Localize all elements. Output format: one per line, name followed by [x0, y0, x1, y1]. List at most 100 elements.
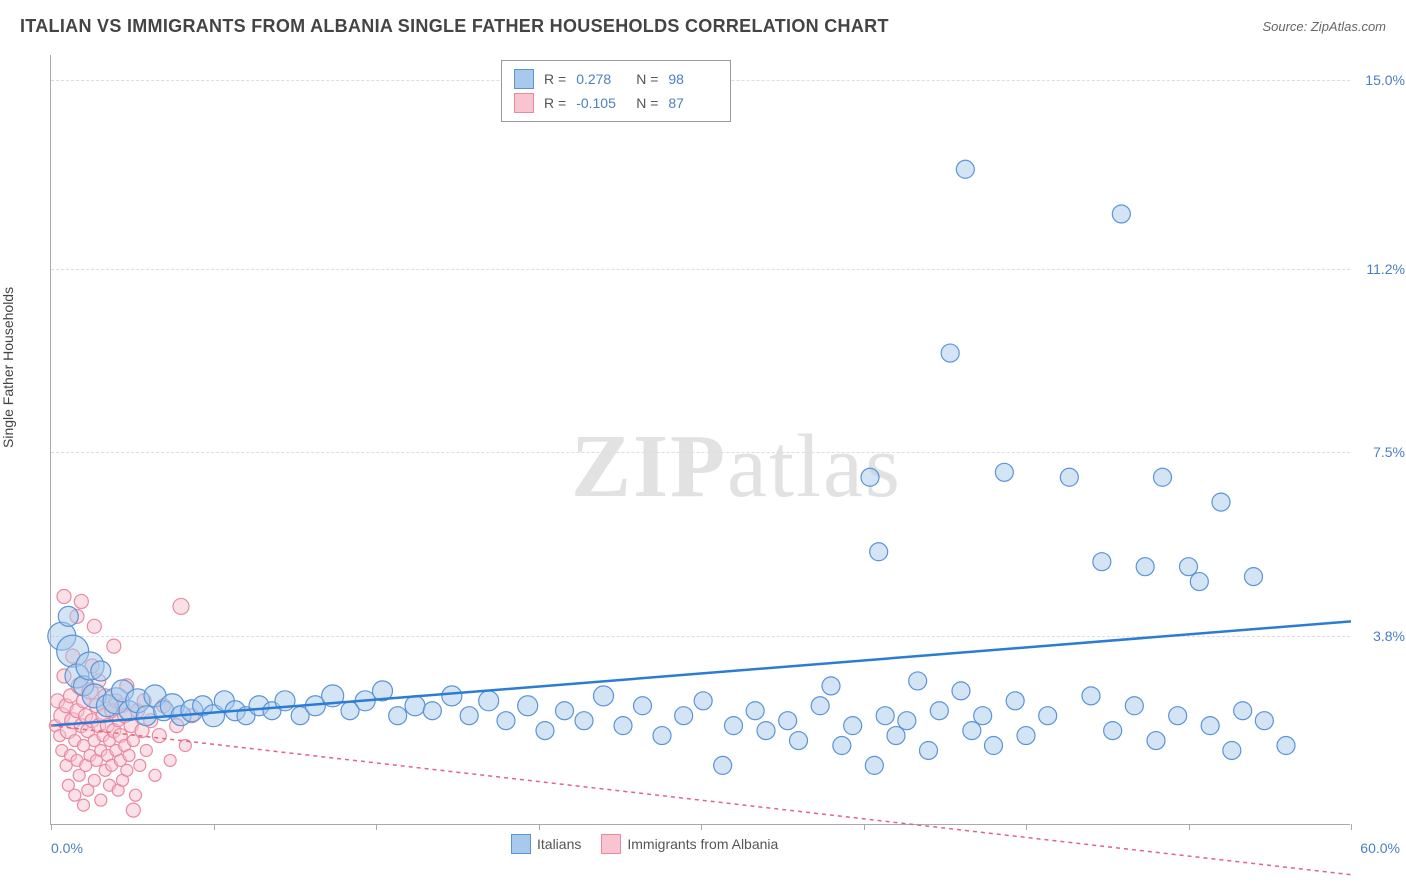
chart-plot-area: ZIPatlas 3.8%7.5%11.2%15.0% 0.0% 60.0% R…: [50, 55, 1350, 825]
scatter-point: [725, 717, 743, 735]
scatter-point: [405, 696, 425, 716]
scatter-point: [164, 754, 176, 766]
scatter-point: [1234, 702, 1252, 720]
scatter-point: [898, 712, 916, 730]
scatter-point: [714, 756, 732, 774]
r-value-2: -0.105: [576, 95, 626, 111]
scatter-point: [790, 732, 808, 750]
scatter-point: [1039, 707, 1057, 725]
scatter-point: [78, 799, 90, 811]
x-tick: [376, 824, 377, 830]
scatter-point: [614, 717, 632, 735]
x-tick: [1189, 824, 1190, 830]
scatter-point: [134, 759, 146, 771]
scatter-point: [88, 774, 100, 786]
scatter-point: [442, 686, 462, 706]
scatter-point: [1255, 712, 1273, 730]
x-tick: [864, 824, 865, 830]
scatter-point: [1201, 717, 1219, 735]
scatter-point: [941, 344, 959, 362]
x-tick: [1026, 824, 1027, 830]
scatter-point: [811, 697, 829, 715]
scatter-point: [1104, 722, 1122, 740]
scatter-point: [107, 639, 121, 653]
scatter-point: [1212, 493, 1230, 511]
scatter-point: [822, 677, 840, 695]
r-value-1: 0.278: [576, 71, 626, 87]
scatter-point: [675, 707, 693, 725]
n-label-1: N =: [636, 71, 658, 87]
scatter-point: [1277, 737, 1295, 755]
scatter-point: [1125, 697, 1143, 715]
scatter-point: [91, 661, 111, 681]
scatter-svg: [51, 55, 1350, 824]
scatter-point: [861, 468, 879, 486]
scatter-point: [1017, 727, 1035, 745]
scatter-point: [1136, 558, 1154, 576]
r-label-2: R =: [544, 95, 566, 111]
legend-item-series1: Italians: [511, 834, 581, 854]
scatter-point: [173, 598, 189, 614]
y-tick-label: 3.8%: [1373, 628, 1405, 644]
scatter-point: [575, 712, 593, 730]
scatter-point: [746, 702, 764, 720]
scatter-point: [1093, 553, 1111, 571]
scatter-point: [887, 727, 905, 745]
stats-row-series2: R = -0.105 N = 87: [514, 91, 718, 115]
scatter-point: [653, 727, 671, 745]
scatter-point: [1006, 692, 1024, 710]
legend-label-series1: Italians: [537, 836, 581, 852]
scatter-point: [1154, 468, 1172, 486]
scatter-point: [123, 749, 135, 761]
scatter-point: [126, 803, 140, 817]
source-credit: Source: ZipAtlas.com: [1262, 19, 1386, 34]
legend-label-series2: Immigrants from Albania: [627, 836, 778, 852]
scatter-point: [58, 606, 78, 626]
y-tick-label: 11.2%: [1366, 261, 1405, 277]
x-axis-end-label: 60.0%: [1360, 840, 1400, 856]
scatter-point: [870, 543, 888, 561]
scatter-point: [74, 594, 88, 608]
scatter-point: [69, 789, 81, 801]
chart-title: ITALIAN VS IMMIGRANTS FROM ALBANIA SINGL…: [20, 16, 889, 37]
r-label-1: R =: [544, 71, 566, 87]
x-tick: [539, 824, 540, 830]
legend: Italians Immigrants from Albania: [511, 834, 778, 854]
scatter-point: [920, 741, 938, 759]
scatter-point: [556, 702, 574, 720]
scatter-point: [1223, 741, 1241, 759]
scatter-point: [140, 744, 152, 756]
scatter-point: [479, 691, 499, 711]
y-tick-label: 15.0%: [1365, 72, 1405, 88]
scatter-point: [985, 737, 1003, 755]
scatter-point: [57, 589, 71, 603]
scatter-point: [594, 686, 614, 706]
x-tick: [214, 824, 215, 830]
scatter-point: [634, 697, 652, 715]
legend-swatch-series2: [601, 834, 621, 854]
x-tick: [51, 824, 52, 830]
scatter-point: [152, 729, 166, 743]
x-axis-start-label: 0.0%: [51, 840, 83, 856]
scatter-point: [1245, 568, 1263, 586]
scatter-point: [956, 160, 974, 178]
scatter-point: [95, 794, 107, 806]
scatter-point: [952, 682, 970, 700]
scatter-point: [909, 672, 927, 690]
x-tick: [1351, 824, 1352, 830]
scatter-point: [536, 722, 554, 740]
y-tick-label: 7.5%: [1373, 444, 1405, 460]
x-tick: [701, 824, 702, 830]
scatter-point: [757, 722, 775, 740]
scatter-point: [1169, 707, 1187, 725]
scatter-point: [974, 707, 992, 725]
scatter-point: [423, 702, 441, 720]
scatter-point: [1082, 687, 1100, 705]
correlation-stats-box: R = 0.278 N = 98 R = -0.105 N = 87: [501, 60, 731, 122]
y-axis-label: Single Father Households: [0, 287, 16, 448]
scatter-point: [833, 737, 851, 755]
scatter-point: [121, 764, 133, 776]
scatter-point: [389, 707, 407, 725]
legend-item-series2: Immigrants from Albania: [601, 834, 778, 854]
scatter-point: [779, 712, 797, 730]
